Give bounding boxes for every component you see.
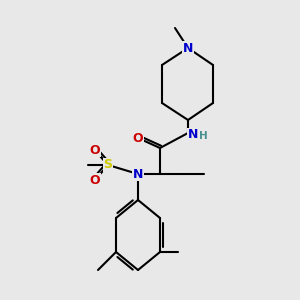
Text: H: H — [199, 131, 207, 141]
Text: N: N — [133, 167, 143, 181]
Text: N: N — [188, 128, 198, 142]
Text: N: N — [183, 41, 193, 55]
Text: S: S — [103, 158, 112, 172]
Text: O: O — [90, 143, 100, 157]
Text: O: O — [133, 131, 143, 145]
Text: O: O — [90, 173, 100, 187]
